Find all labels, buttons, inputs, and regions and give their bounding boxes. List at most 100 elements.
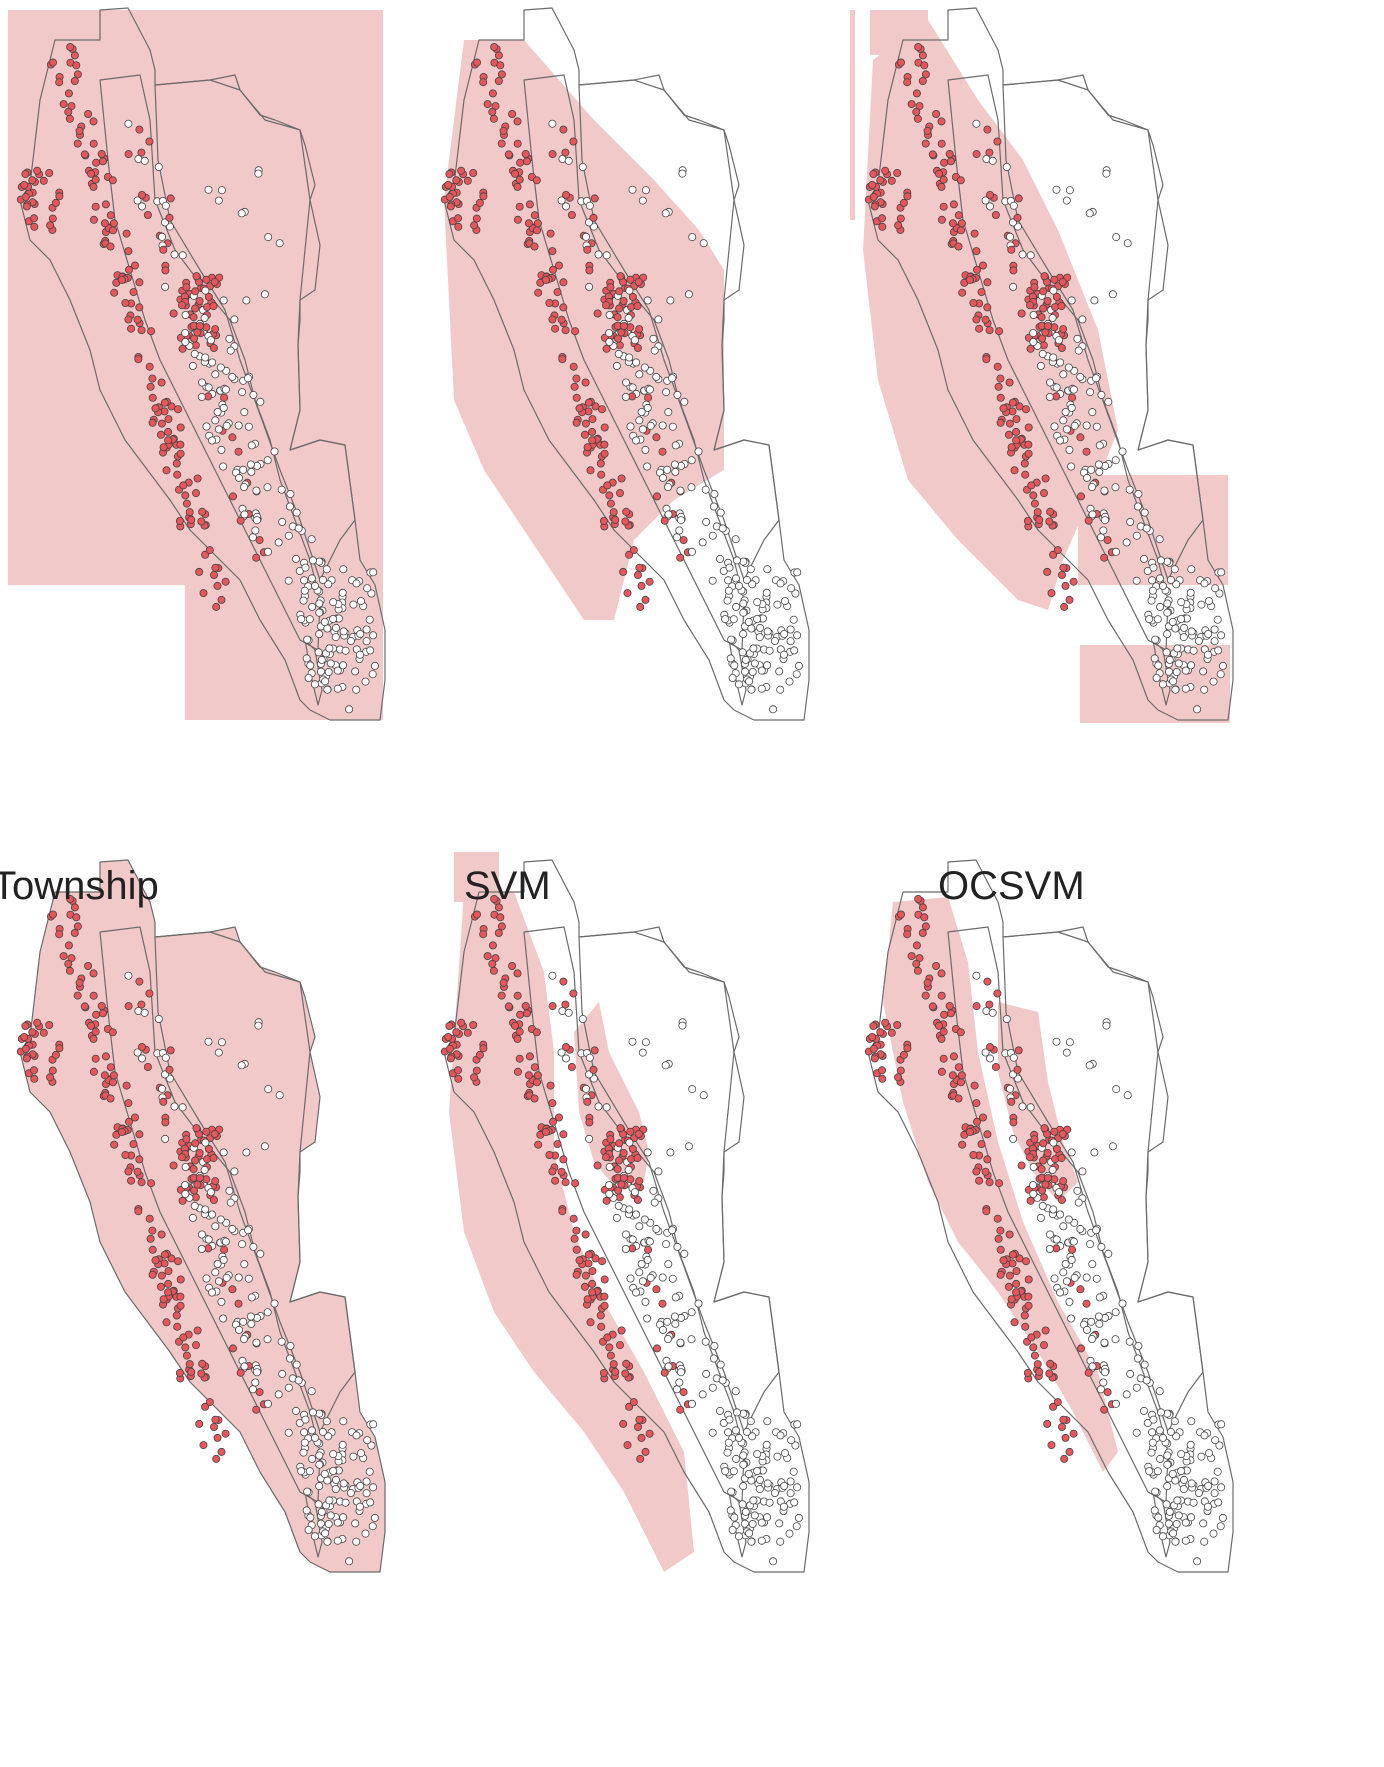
negative-point — [621, 392, 630, 401]
positive-point — [1005, 1271, 1014, 1280]
positive-point — [1076, 1285, 1085, 1294]
positive-point — [903, 192, 912, 201]
positive-point — [894, 221, 903, 230]
positive-point — [530, 1094, 539, 1103]
negative-point — [1158, 1532, 1167, 1541]
positive-point — [623, 1441, 632, 1450]
positive-point — [548, 315, 557, 324]
positive-point — [1030, 283, 1039, 292]
positive-point — [940, 1010, 949, 1019]
positive-point — [121, 1151, 130, 1160]
negative-point — [1140, 1360, 1149, 1369]
negative-point — [363, 584, 372, 593]
positive-point — [91, 1027, 100, 1036]
negative-point — [286, 489, 295, 498]
positive-point — [1012, 1267, 1021, 1276]
positive-point — [1020, 459, 1029, 468]
negative-point — [582, 1084, 591, 1093]
positive-point — [106, 1063, 115, 1072]
negative-point — [315, 1460, 324, 1469]
negative-point — [315, 608, 324, 617]
positive-point — [213, 581, 222, 590]
positive-point — [1035, 1367, 1044, 1376]
positive-point — [175, 1369, 184, 1378]
negative-point — [1083, 473, 1092, 482]
negative-point — [234, 1325, 243, 1334]
negative-point — [248, 1385, 257, 1394]
predicted-region — [454, 852, 499, 902]
negative-point — [1092, 374, 1101, 383]
positive-point — [637, 1433, 646, 1442]
positive-point — [211, 563, 220, 572]
positive-point — [252, 553, 261, 562]
positive-point — [108, 176, 117, 185]
negative-point — [1108, 290, 1117, 299]
negative-point — [302, 654, 311, 663]
positive-point — [228, 1344, 237, 1353]
negative-point — [292, 508, 301, 517]
negative-point — [1097, 390, 1106, 399]
positive-point — [101, 1052, 110, 1061]
positive-point — [488, 89, 497, 98]
positive-point — [525, 1052, 534, 1061]
negative-point — [362, 1477, 371, 1486]
negative-point — [671, 441, 680, 450]
negative-point — [716, 1406, 725, 1415]
negative-point — [741, 667, 750, 676]
negative-point — [228, 1224, 237, 1233]
positive-point — [127, 1176, 136, 1185]
positive-point — [198, 1359, 207, 1368]
negative-point — [672, 1385, 681, 1394]
positive-point — [572, 1270, 581, 1279]
positive-point — [969, 298, 978, 307]
negative-point — [252, 516, 261, 525]
positive-point — [84, 962, 93, 971]
negative-point — [339, 661, 348, 670]
negative-point — [366, 1498, 375, 1507]
negative-point — [1187, 661, 1196, 670]
positive-point — [1043, 296, 1052, 305]
negative-point — [213, 407, 222, 416]
township-boundary — [578, 931, 780, 1433]
negative-point — [1216, 1522, 1225, 1531]
label-ocsvm: OCSVM — [938, 864, 1085, 908]
negative-point — [352, 1537, 361, 1546]
negative-point — [687, 1308, 696, 1317]
negative-point — [1083, 1325, 1092, 1334]
positive-point — [878, 1066, 887, 1075]
positive-point — [1024, 449, 1033, 458]
negative-point — [1173, 644, 1182, 653]
positive-point — [92, 1010, 101, 1019]
negative-point — [240, 510, 249, 519]
negative-point — [666, 1148, 675, 1157]
negative-point — [308, 1454, 317, 1463]
negative-point — [1147, 1448, 1156, 1457]
negative-point — [649, 334, 658, 343]
positive-point — [559, 278, 568, 287]
negative-point — [1038, 349, 1047, 358]
positive-point — [193, 474, 202, 483]
negative-point — [219, 296, 228, 305]
negative-point — [1179, 1485, 1188, 1494]
negative-point — [299, 596, 308, 605]
positive-point — [1045, 1369, 1054, 1378]
negative-point — [785, 1529, 794, 1538]
negative-point — [239, 1335, 248, 1344]
positive-point — [164, 1288, 173, 1297]
negative-point — [1152, 674, 1161, 683]
positive-point — [479, 1044, 488, 1053]
positive-point — [548, 247, 557, 256]
negative-point — [225, 334, 234, 343]
positive-point — [146, 1234, 155, 1243]
negative-point — [602, 251, 611, 260]
negative-point — [304, 674, 313, 683]
positive-point — [533, 1071, 542, 1080]
positive-point — [1012, 1288, 1021, 1297]
positive-point — [191, 1341, 200, 1350]
negative-point — [368, 1522, 377, 1531]
positive-point — [584, 398, 593, 407]
positive-point — [970, 1081, 979, 1090]
positive-point — [87, 1021, 96, 1030]
negative-point — [369, 631, 378, 640]
negative-point — [211, 1268, 220, 1277]
